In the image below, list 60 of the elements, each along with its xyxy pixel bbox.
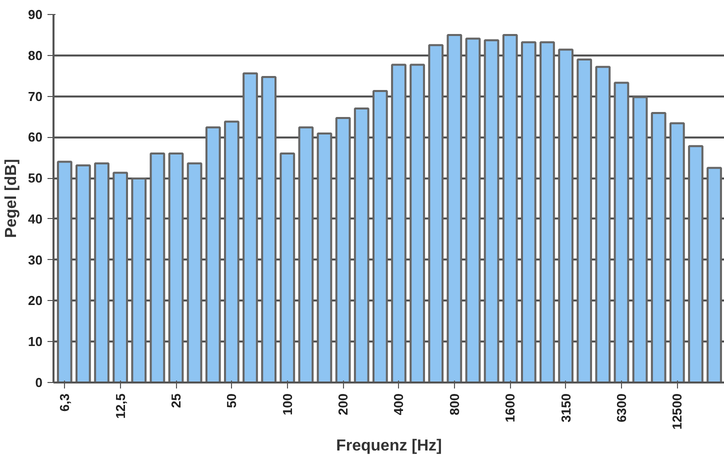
bar — [168, 152, 184, 382]
bar — [614, 82, 630, 382]
bar — [595, 66, 611, 382]
bar — [558, 48, 574, 382]
x-axis-title: Frequenz [Hz] — [336, 438, 442, 455]
x-tick-label: 1600 — [502, 394, 518, 422]
bar — [186, 162, 202, 382]
x-tick-label: 25 — [168, 393, 184, 408]
bar — [688, 145, 704, 382]
bar — [131, 177, 147, 382]
x-tick-label: 400 — [391, 393, 406, 416]
y-axis-title: Pegel [dB] — [3, 158, 20, 238]
y-tick-label: 10 — [28, 334, 43, 350]
y-tick-label: 20 — [28, 293, 43, 308]
x-tick-label: 3150 — [558, 394, 574, 422]
bar — [224, 120, 240, 382]
x-tick-label: 12500 — [670, 393, 685, 430]
bar — [428, 44, 444, 382]
bar — [520, 41, 536, 382]
y-tick-label: 60 — [28, 130, 43, 145]
x-tick-label: 800 — [446, 393, 462, 416]
bar — [76, 164, 91, 382]
x-tick-label: 100 — [280, 393, 295, 416]
y-tick-label: 40 — [28, 211, 43, 226]
x-tick-label: 12,5 — [112, 393, 128, 419]
x-tick-label: 6,3 — [57, 393, 72, 412]
bar — [706, 166, 722, 382]
bar — [632, 96, 648, 382]
bar — [669, 122, 685, 382]
x-tick-label: 50 — [224, 393, 240, 408]
y-tick-label: 30 — [28, 252, 43, 268]
bar — [354, 108, 370, 382]
bar — [502, 34, 518, 382]
bar — [540, 41, 555, 382]
bar — [112, 172, 128, 382]
bar — [391, 64, 406, 382]
y-tick-label: 50 — [28, 170, 43, 186]
bar — [576, 58, 592, 382]
bar — [56, 160, 72, 382]
bar — [280, 152, 296, 382]
bar — [484, 39, 500, 382]
bar — [205, 126, 221, 382]
bar — [298, 126, 314, 382]
bar — [410, 64, 425, 382]
x-tick-label: 6300 — [614, 394, 629, 422]
bar — [94, 162, 110, 382]
bar — [316, 132, 332, 382]
bar — [372, 90, 388, 382]
bar — [446, 34, 462, 382]
y-tick-label: 70 — [28, 88, 43, 104]
bar — [261, 76, 276, 382]
y-tick-label: 0 — [35, 375, 43, 390]
bar — [150, 152, 166, 382]
x-tick-label: 200 — [336, 393, 351, 416]
bar — [242, 72, 258, 382]
y-tick-label: 80 — [28, 48, 43, 63]
y-tick-label: 90 — [28, 7, 43, 22]
bar — [465, 38, 481, 382]
bar — [335, 116, 351, 382]
bar — [650, 112, 666, 382]
